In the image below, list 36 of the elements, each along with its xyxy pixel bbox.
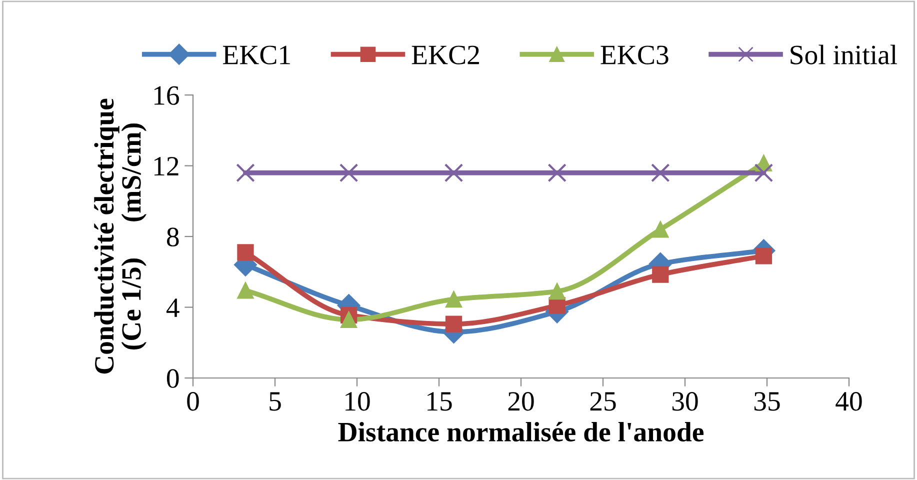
point bbox=[754, 163, 774, 182]
point bbox=[236, 163, 255, 182]
x-tick-label: 0 bbox=[187, 392, 199, 411]
x-tick-label: 10 bbox=[346, 392, 370, 411]
point bbox=[548, 297, 566, 314]
x-axis-title: Distance normalisée de l'anode bbox=[338, 422, 704, 442]
point bbox=[755, 248, 772, 264]
y-axis-title: Conductivité électrique (Ce 1/5) (mS/cm) bbox=[94, 98, 146, 374]
x-tick-label: 5 bbox=[270, 392, 281, 411]
x-tick-label: 30 bbox=[672, 392, 698, 411]
point bbox=[651, 163, 670, 182]
point bbox=[445, 316, 462, 332]
point bbox=[339, 163, 358, 182]
point bbox=[340, 311, 358, 328]
point bbox=[237, 244, 254, 261]
x-tick-label: 15 bbox=[428, 392, 452, 411]
legend-label: EKC3 bbox=[600, 46, 668, 64]
y-tick-label: 12 bbox=[154, 156, 178, 176]
point bbox=[237, 282, 254, 299]
x-tick-label: 20 bbox=[508, 392, 534, 411]
point bbox=[444, 163, 464, 182]
x-tick-label: 25 bbox=[590, 392, 616, 411]
y-tick-label: 16 bbox=[154, 86, 179, 105]
legend-label: Sol initial bbox=[790, 44, 898, 64]
y-tick-label: 0 bbox=[166, 369, 179, 388]
y-tick-label: 8 bbox=[166, 228, 179, 246]
point bbox=[548, 163, 566, 182]
y-tick-label: 4 bbox=[166, 298, 180, 317]
legend-label: EKC2 bbox=[412, 46, 479, 64]
point bbox=[548, 282, 566, 300]
x-tick-label: 40 bbox=[836, 392, 862, 411]
point bbox=[652, 266, 669, 283]
legend-label: EKC1 bbox=[222, 46, 290, 64]
point bbox=[652, 221, 669, 238]
x-tick-label: 35 bbox=[754, 392, 780, 411]
point bbox=[445, 290, 462, 308]
